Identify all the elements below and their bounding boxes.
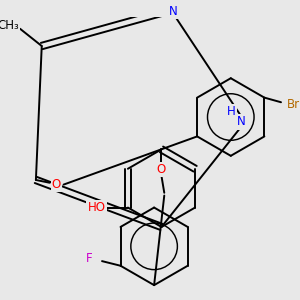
Text: O: O [157, 163, 166, 176]
Text: H: H [227, 105, 236, 118]
Text: F: F [86, 252, 92, 265]
Text: O: O [52, 178, 61, 191]
Text: Br: Br [287, 98, 300, 111]
Text: HO: HO [88, 201, 106, 214]
Text: N: N [237, 116, 246, 128]
Text: CH₃: CH₃ [0, 20, 20, 32]
Text: N: N [169, 4, 178, 18]
